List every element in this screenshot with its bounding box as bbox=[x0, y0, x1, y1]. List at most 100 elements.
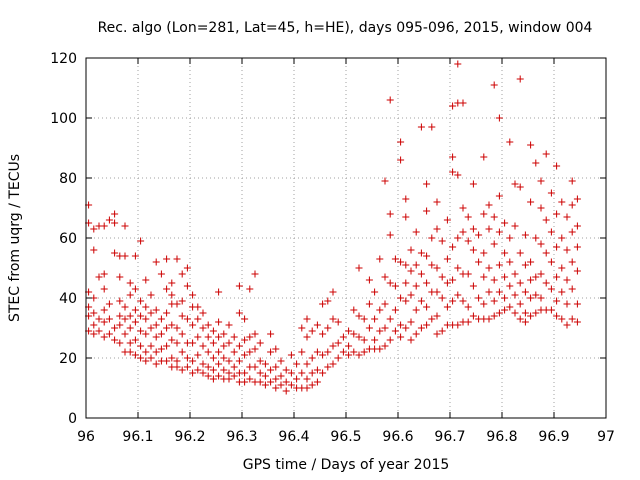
data-point bbox=[267, 348, 275, 356]
data-point bbox=[178, 270, 186, 278]
data-point bbox=[324, 324, 332, 332]
data-point bbox=[438, 237, 446, 245]
grid-lines bbox=[86, 58, 606, 418]
data-point bbox=[287, 381, 295, 389]
data-point bbox=[558, 315, 566, 323]
data-point bbox=[225, 357, 233, 365]
data-point bbox=[100, 318, 108, 326]
data-point bbox=[261, 360, 269, 368]
data-point bbox=[480, 153, 488, 161]
data-point bbox=[365, 324, 373, 332]
data-point bbox=[204, 333, 212, 341]
x-tick-label: 96.8 bbox=[486, 429, 517, 445]
data-point bbox=[423, 279, 431, 287]
data-point bbox=[220, 366, 228, 374]
data-point bbox=[381, 300, 389, 308]
data-point bbox=[334, 339, 342, 347]
data-point bbox=[568, 228, 576, 236]
data-point bbox=[256, 357, 264, 365]
data-point bbox=[303, 315, 311, 323]
data-point bbox=[495, 261, 503, 269]
data-point bbox=[391, 255, 399, 263]
data-point bbox=[204, 372, 212, 380]
data-point bbox=[464, 303, 472, 311]
data-points bbox=[85, 60, 581, 395]
data-point bbox=[173, 357, 181, 365]
data-point bbox=[454, 171, 462, 179]
data-point bbox=[90, 246, 98, 254]
data-point bbox=[329, 288, 337, 296]
data-point bbox=[433, 288, 441, 296]
data-point bbox=[433, 330, 441, 338]
data-point bbox=[298, 348, 306, 356]
data-point bbox=[152, 258, 160, 266]
data-point bbox=[173, 300, 181, 308]
data-point bbox=[511, 270, 519, 278]
data-point bbox=[558, 198, 566, 206]
data-point bbox=[443, 279, 451, 287]
data-point bbox=[506, 138, 514, 146]
data-point bbox=[537, 204, 545, 212]
data-point bbox=[277, 372, 285, 380]
data-point bbox=[313, 366, 321, 374]
data-point bbox=[568, 315, 576, 323]
data-point bbox=[303, 375, 311, 383]
data-point bbox=[272, 363, 280, 371]
x-tick-label: 96.1 bbox=[122, 429, 153, 445]
data-point bbox=[225, 339, 233, 347]
data-point bbox=[391, 327, 399, 335]
data-point bbox=[516, 300, 524, 308]
data-point bbox=[542, 216, 550, 224]
data-point bbox=[319, 369, 327, 377]
x-tick-label: 97 bbox=[597, 429, 615, 445]
data-point bbox=[381, 177, 389, 185]
data-point bbox=[137, 327, 145, 335]
y-tick-label: 60 bbox=[59, 231, 77, 247]
data-point bbox=[183, 282, 191, 290]
data-point bbox=[501, 273, 509, 281]
data-point bbox=[215, 360, 223, 368]
data-point bbox=[506, 258, 514, 266]
data-point bbox=[194, 315, 202, 323]
data-point bbox=[313, 348, 321, 356]
data-point bbox=[272, 345, 280, 353]
x-tick-label: 96.4 bbox=[278, 429, 309, 445]
data-point bbox=[194, 303, 202, 311]
data-point bbox=[521, 288, 529, 296]
data-point bbox=[95, 315, 103, 323]
data-point bbox=[235, 282, 243, 290]
data-point bbox=[209, 354, 217, 362]
data-point bbox=[563, 321, 571, 329]
data-point bbox=[168, 354, 176, 362]
data-point bbox=[298, 369, 306, 377]
data-point bbox=[480, 249, 488, 257]
data-point bbox=[454, 234, 462, 242]
data-point bbox=[209, 375, 217, 383]
data-point bbox=[100, 306, 108, 314]
data-point bbox=[324, 348, 332, 356]
data-point bbox=[251, 345, 259, 353]
data-point bbox=[495, 288, 503, 296]
data-point bbox=[313, 378, 321, 386]
data-point bbox=[199, 360, 207, 368]
data-point bbox=[386, 336, 394, 344]
y-axis-label: STEC from uqrg / TECUs bbox=[7, 154, 23, 322]
data-point bbox=[350, 330, 358, 338]
data-point bbox=[407, 336, 415, 344]
data-point bbox=[95, 273, 103, 281]
data-point bbox=[100, 285, 108, 293]
data-point bbox=[490, 297, 498, 305]
data-point bbox=[215, 348, 223, 356]
data-point bbox=[485, 225, 493, 233]
data-point bbox=[423, 180, 431, 188]
data-point bbox=[485, 264, 493, 272]
data-point bbox=[163, 285, 171, 293]
data-point bbox=[121, 252, 129, 260]
data-point bbox=[397, 333, 405, 341]
data-point bbox=[464, 237, 472, 245]
data-point bbox=[355, 351, 363, 359]
data-point bbox=[490, 240, 498, 248]
data-point bbox=[527, 258, 535, 266]
data-point bbox=[137, 237, 145, 245]
data-point bbox=[111, 324, 119, 332]
